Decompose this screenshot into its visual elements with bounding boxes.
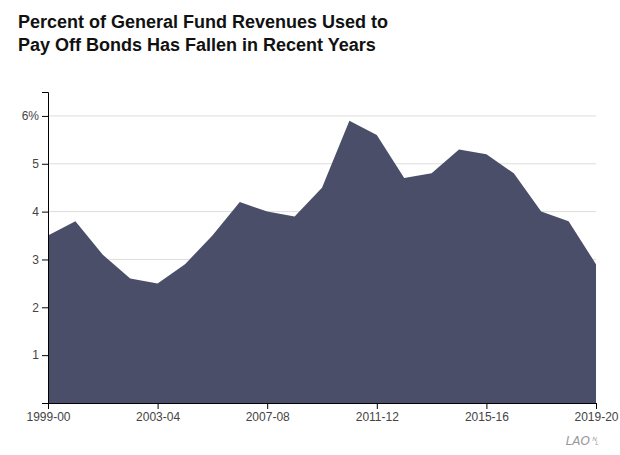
y-tick-label: 2 bbox=[32, 301, 39, 315]
y-tick-mark bbox=[42, 164, 48, 165]
x-tick-label: 1999-00 bbox=[26, 410, 70, 424]
y-tick: 5 bbox=[32, 157, 48, 171]
y-tick-label: 3 bbox=[32, 253, 39, 267]
plot-area: 1 2 3 4 5 6% 1999-00 2003-04 2007-08 2011-12 2015-… bbox=[22, 93, 619, 424]
y-tick-mark bbox=[42, 355, 48, 356]
grid-line bbox=[48, 163, 596, 164]
y-tick-mark bbox=[42, 212, 48, 213]
x-tick: 2003-04 bbox=[136, 403, 180, 424]
x-tick-label: 2019-20 bbox=[574, 410, 618, 424]
x-axis: 1999-00 2003-04 2007-08 2011-12 2015-16 2019-… bbox=[26, 403, 618, 424]
y-axis-line bbox=[42, 93, 49, 404]
x-tick-mark bbox=[377, 403, 378, 409]
y-tick-label: 4 bbox=[32, 205, 39, 219]
x-tick-mark bbox=[596, 403, 597, 409]
x-tick-mark bbox=[48, 403, 49, 409]
y-tick-mark bbox=[42, 307, 48, 308]
y-tick-label: 5 bbox=[32, 157, 39, 171]
x-tick: 2011-12 bbox=[356, 403, 399, 424]
x-tick: 2015-16 bbox=[465, 403, 509, 424]
area bbox=[48, 121, 596, 403]
chart-title-line: Pay Off Bonds Has Fallen in Recent Years bbox=[18, 35, 376, 55]
x-tick-label: 2007-08 bbox=[246, 410, 290, 424]
annotation: LAO␤ bbox=[566, 434, 600, 448]
chart-svg: Percent of General Fund Revenues Used to… bbox=[0, 0, 620, 455]
marks bbox=[48, 121, 596, 403]
grid-line bbox=[48, 115, 596, 116]
x-tick-mark bbox=[267, 403, 268, 409]
y-tick-mark bbox=[42, 259, 48, 260]
x-axis-line bbox=[49, 404, 597, 410]
y-tick: 4 bbox=[32, 205, 48, 219]
y-tick-mark bbox=[42, 116, 48, 117]
y-tick: 3 bbox=[32, 253, 48, 267]
y-axis: 1 2 3 4 5 6% bbox=[22, 93, 49, 404]
chart-title: Percent of General Fund Revenues Used to… bbox=[18, 12, 388, 55]
x-tick: 1999-00 bbox=[26, 403, 70, 424]
y-tick: 2 bbox=[32, 301, 48, 315]
x-tick: 2007-08 bbox=[246, 403, 290, 424]
x-tick-label: 2015-16 bbox=[465, 410, 509, 424]
x-tick-label: 2003-04 bbox=[136, 410, 180, 424]
y-tick-label: 6% bbox=[22, 109, 40, 123]
y-tick-label: 1 bbox=[32, 348, 39, 362]
y-tick: 6% bbox=[22, 109, 48, 123]
x-tick-mark bbox=[158, 403, 159, 409]
x-tick-label: 2011-12 bbox=[356, 410, 399, 424]
x-tick-mark bbox=[486, 403, 487, 409]
x-tick: 2019-20 bbox=[574, 403, 618, 424]
chart-title-line: Percent of General Fund Revenues Used to bbox=[18, 12, 388, 32]
y-tick: 1 bbox=[32, 348, 48, 362]
